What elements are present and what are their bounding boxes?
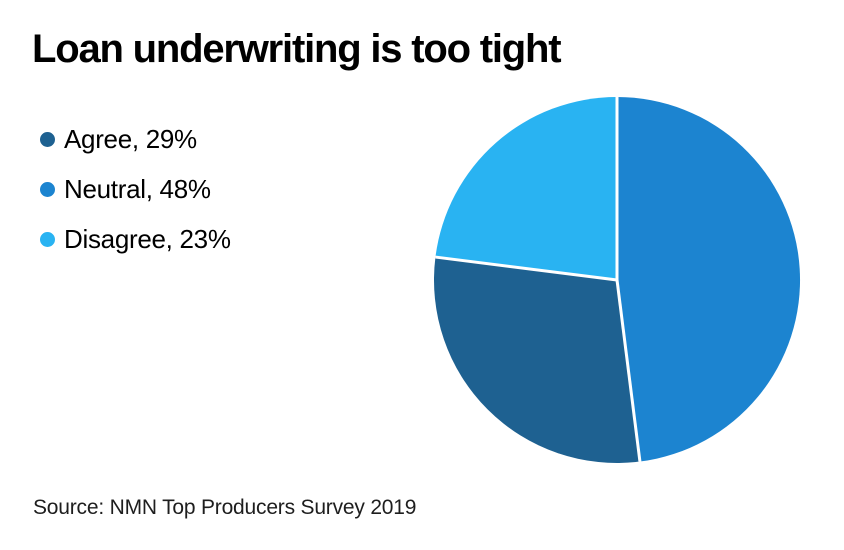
legend-item-neutral: Neutral, 48%	[40, 173, 231, 204]
agree-color-dot-icon	[40, 131, 55, 147]
pie-slice-agree	[433, 257, 640, 464]
pie-slice-disagree	[435, 97, 617, 280]
disagree-color-dot-icon	[40, 231, 55, 247]
legend-label-disagree: Disagree, 23%	[64, 223, 231, 254]
legend-label-agree: Agree, 29%	[64, 123, 197, 154]
legend-item-disagree: Disagree, 23%	[40, 223, 231, 254]
pie-slice-neutral	[617, 97, 801, 462]
pie-chart	[433, 97, 801, 464]
slice-divider-line	[435, 255, 618, 282]
source-attribution: Source: NMN Top Producers Survey 2019	[33, 496, 417, 519]
legend-label-neutral: Neutral, 48%	[64, 173, 211, 204]
legend: Agree, 29% Neutral, 48% Disagree, 23%	[40, 123, 231, 254]
pie-chart-container	[433, 96, 801, 464]
slice-divider-line	[615, 279, 642, 462]
legend-item-agree: Agree, 29%	[40, 123, 231, 154]
chart-title: Loan underwriting is too tight	[32, 27, 562, 71]
neutral-color-dot-icon	[40, 181, 55, 197]
